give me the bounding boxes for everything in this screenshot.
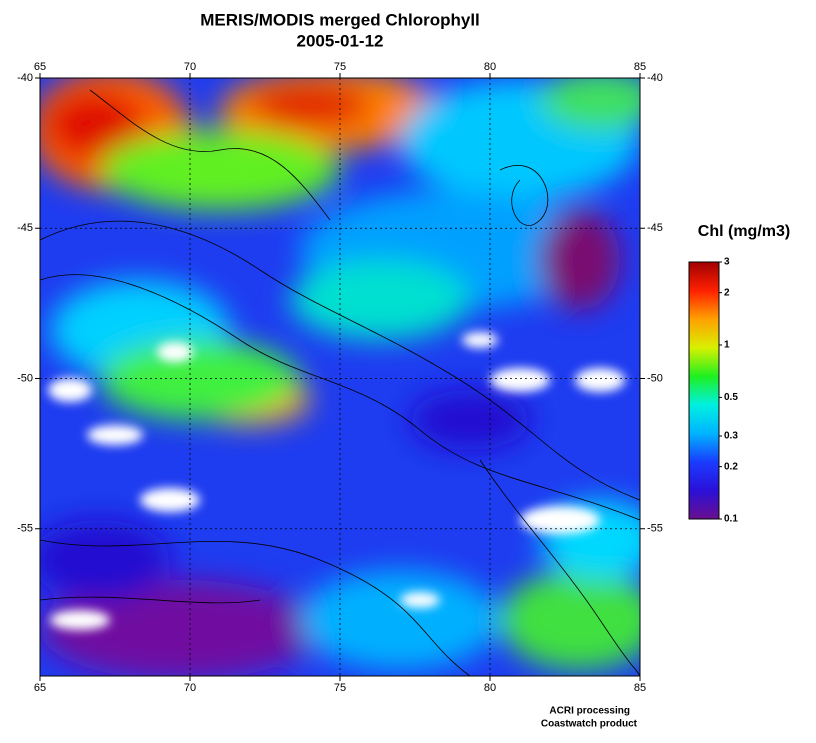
credit: Coastwatch product bbox=[541, 719, 638, 730]
colorbar-label: Chl (mg/m3) bbox=[698, 223, 790, 240]
date: 2005-01-12 bbox=[297, 31, 384, 50]
lat-label: -50 bbox=[17, 372, 33, 384]
lon-label: 80 bbox=[484, 682, 496, 694]
lat-label: -40 bbox=[647, 72, 663, 84]
credit: ACRI processing bbox=[549, 706, 630, 717]
lat-label: -50 bbox=[647, 372, 663, 384]
colorbar-tick-label: 0.2 bbox=[724, 461, 738, 472]
lon-label: 65 bbox=[34, 61, 46, 73]
lon-label: 80 bbox=[484, 61, 496, 73]
map-frame bbox=[39, 77, 641, 677]
lon-label: 70 bbox=[184, 682, 196, 694]
colorbar-tick-label: 2 bbox=[724, 287, 730, 298]
lat-label: -55 bbox=[17, 523, 33, 535]
lon-label: 75 bbox=[334, 61, 346, 73]
lon-label: 70 bbox=[184, 61, 196, 73]
lat-label: -45 bbox=[647, 222, 663, 234]
colorbar-tick-label: 1 bbox=[724, 340, 730, 351]
title: MERIS/MODIS merged Chlorophyll bbox=[200, 10, 480, 29]
lon-label: 85 bbox=[634, 682, 646, 694]
colorbar-tick-label: 0.3 bbox=[724, 431, 738, 442]
lon-label: 65 bbox=[34, 682, 46, 694]
lat-label: -45 bbox=[17, 222, 33, 234]
colorbar bbox=[688, 261, 720, 520]
lon-label: 85 bbox=[634, 61, 646, 73]
lon-label: 75 bbox=[334, 682, 346, 694]
colorbar-tick-label: 0.1 bbox=[724, 514, 738, 525]
lat-label: -40 bbox=[17, 72, 33, 84]
colorbar-tick-label: 3 bbox=[724, 257, 730, 268]
chlorophyll-image bbox=[40, 78, 640, 676]
colorbar-tick-label: 0.5 bbox=[724, 392, 738, 403]
lat-label: -55 bbox=[647, 523, 663, 535]
